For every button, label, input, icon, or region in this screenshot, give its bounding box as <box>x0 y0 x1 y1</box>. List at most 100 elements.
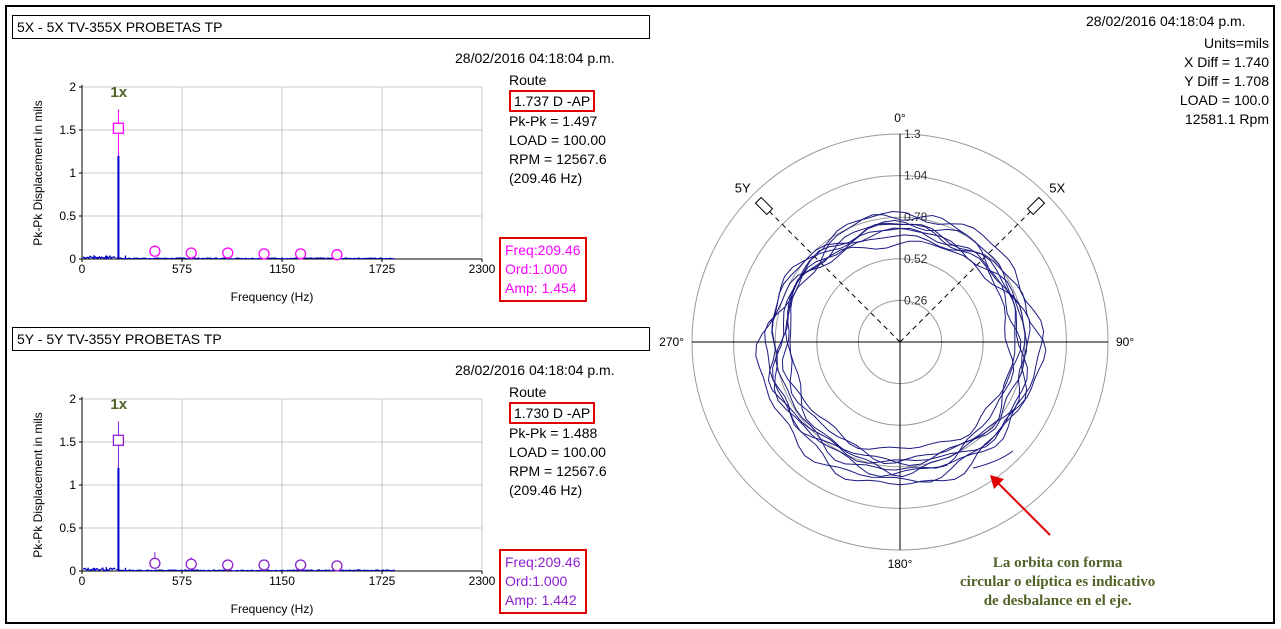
spectrum-5y-info: Route 1.730 D -AP Pk-Pk = 1.488 LOAD = 1… <box>509 383 607 500</box>
x-tick-label: 0 <box>79 574 86 588</box>
x-tick-label: 1725 <box>369 262 396 276</box>
y-tick-label: 1 <box>69 478 76 492</box>
orbit-rpm: 12581.1 Rpm <box>1184 111 1269 127</box>
orbit-load: LOAD = 100.0 <box>1179 92 1269 108</box>
spectrum-5x-info: Route 1.737 D -AP Pk-Pk = 1.497 LOAD = 1… <box>509 71 607 188</box>
route-value-highlight: 1.737 D -AP <box>509 90 596 112</box>
harmonic-marker <box>222 559 234 571</box>
spectrum-5x-chart: 0 575 1150 1725 2300 0 0.5 1 1.5 2 Frequency (Hz) P… <box>31 80 496 304</box>
spectrum-5y-timestamp: 28/02/2016 04:18:04 p.m. <box>455 362 615 378</box>
route-value-highlight: 1.730 D -AP <box>509 402 596 424</box>
x-axis-label: Frequency (Hz) <box>231 290 314 304</box>
harmonic-marker <box>222 247 234 259</box>
rpm-value: RPM = 12567.6 <box>509 151 607 167</box>
peak-marker-square <box>112 434 125 446</box>
probe-y-marker <box>754 196 774 216</box>
harmonic-marker <box>294 248 307 260</box>
orbit-tail <box>972 450 1014 469</box>
probe-y-direction <box>764 206 901 343</box>
radial-tick-label: 0.52 <box>904 252 928 266</box>
frequency-value: (209.46 Hz) <box>509 482 583 498</box>
y-axis-label: Pk-Pk Displacement in mils <box>31 100 45 245</box>
y-tick-label: 0 <box>69 252 76 266</box>
orbit-units: Units=mils <box>1204 35 1269 51</box>
spectrum-5y-title: 5Y - 5Y TV-355Y PROBETAS TP <box>12 327 650 351</box>
peak-1x-label: 1x <box>110 84 127 101</box>
orbit-annotation: La orbita con forma circular o elíptica … <box>960 554 1155 611</box>
radial-tick-label: 1.3 <box>904 127 921 141</box>
y-tick-label: 2 <box>69 80 76 94</box>
cursor-readout-5y: Freq:209.46 Ord:1.000 Amp: 1.442 <box>499 549 587 614</box>
load-value: LOAD = 100.00 <box>509 132 606 148</box>
annotation-arrow-line <box>994 479 1051 536</box>
route-label: Route <box>509 72 547 88</box>
cursor-amp: Amp: 1.454 <box>505 280 577 296</box>
cursor-order: Ord:1.000 <box>505 573 568 589</box>
y-tick-label: 0 <box>69 564 76 578</box>
orbit-loop <box>755 227 1028 483</box>
angle-label-90: 90° <box>1116 335 1134 349</box>
peak-1x-label: 1x <box>110 396 127 413</box>
noise-floor-high <box>116 257 395 260</box>
spectrum-5x-title: 5X - 5X TV-355X PROBETAS TP <box>12 15 650 39</box>
probe-x-label: 5X <box>1049 181 1065 196</box>
peak-marker-square <box>112 122 125 134</box>
orbit-y-diff: Y Diff = 1.708 <box>1184 73 1269 89</box>
y-tick-label: 0.5 <box>59 521 76 535</box>
x-tick-label: 1150 <box>269 574 295 588</box>
annotation-arrow-head <box>990 475 1004 489</box>
cursor-order: Ord:1.000 <box>505 261 568 277</box>
angle-label-270: 270° <box>659 335 684 349</box>
x-tick-label: 575 <box>172 574 192 588</box>
orbit-info: Units=mils X Diff = 1.740 Y Diff = 1.708… <box>1180 34 1269 129</box>
harmonic-marker <box>294 559 307 571</box>
harmonic-marker <box>258 559 270 571</box>
y-tick-label: 1.5 <box>59 435 76 449</box>
x-tick-label: 2300 <box>469 574 496 588</box>
x-tick-label: 2300 <box>469 262 496 276</box>
cursor-freq: Freq:209.46 <box>505 242 581 258</box>
frequency-value: (209.46 Hz) <box>509 170 583 186</box>
y-tick-label: 1 <box>69 166 76 180</box>
route-label: Route <box>509 384 547 400</box>
y-tick-label: 1.5 <box>59 123 76 137</box>
x-tick-label: 575 <box>172 262 192 276</box>
probe-y-label: 5Y <box>735 181 751 196</box>
angle-label-0: 0° <box>894 111 906 125</box>
harmonic-marker <box>185 247 197 259</box>
radial-tick-label: 0.26 <box>904 293 928 307</box>
rpm-value: RPM = 12567.6 <box>509 463 607 479</box>
harmonic-marker <box>185 558 197 570</box>
y-tick-label: 2 <box>69 392 76 406</box>
radial-tick-label: 1.04 <box>904 169 928 183</box>
probe-x-marker <box>1026 196 1046 216</box>
y-axis-label: Pk-Pk Displacement in mils <box>31 412 45 557</box>
orbit-loop <box>771 210 1045 478</box>
orbit-loop <box>781 228 1022 450</box>
annotation-line-3: de desbalance en el eje. <box>983 593 1132 609</box>
orbit-loop <box>764 240 1028 467</box>
harmonic-marker <box>149 245 161 257</box>
cursor-amp: Amp: 1.442 <box>505 592 577 608</box>
angle-label-180: 180° <box>888 557 913 571</box>
harmonic-marker <box>149 557 161 569</box>
annotation-line-2: circular o elíptica es indicativo <box>960 574 1156 590</box>
cursor-readout-5x: Freq:209.46 Ord:1.000 Amp: 1.454 <box>499 237 587 302</box>
y-tick-label: 0.5 <box>59 209 76 223</box>
spectrum-5x-timestamp: 28/02/2016 04:18:04 p.m. <box>455 50 615 66</box>
noise-floor-low <box>82 567 116 572</box>
load-value: LOAD = 100.00 <box>509 444 606 460</box>
pk-pk-value: Pk-Pk = 1.488 <box>509 425 598 441</box>
cursor-freq: Freq:209.46 <box>505 554 581 570</box>
x-tick-label: 1725 <box>369 574 396 588</box>
orbit-loop <box>775 222 1015 471</box>
x-axis-label: Frequency (Hz) <box>231 602 314 616</box>
x-tick-label: 1150 <box>269 262 295 276</box>
orbit-x-diff: X Diff = 1.740 <box>1184 54 1269 70</box>
harmonic-marker <box>331 560 343 572</box>
pk-pk-value: Pk-Pk = 1.497 <box>509 113 598 129</box>
harmonic-marker <box>331 249 343 261</box>
probe-x-direction <box>899 206 1036 343</box>
noise-floor-low <box>82 255 116 260</box>
orbit-plot: 5Y 5X0.260.520.781.041.30°90°180°270° <box>659 111 1134 571</box>
